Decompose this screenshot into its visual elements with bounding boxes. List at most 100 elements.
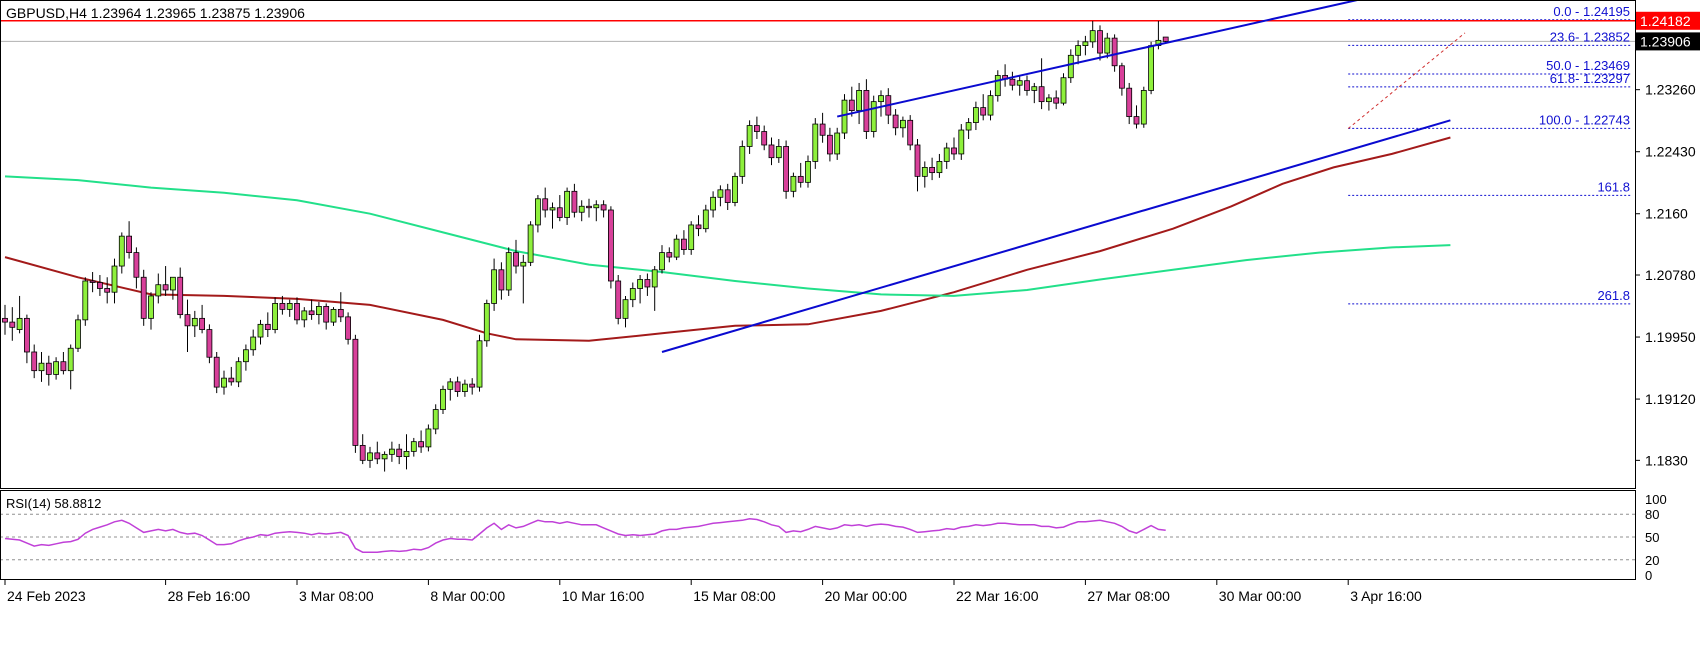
candle <box>1140 86 1147 128</box>
candle <box>936 153 943 178</box>
candle <box>330 307 337 326</box>
candle-body-bull <box>461 383 468 392</box>
candle-body-bear <box>556 207 563 218</box>
candle <box>410 437 417 457</box>
candle <box>1009 71 1016 91</box>
candle <box>374 441 381 465</box>
candle <box>53 357 59 380</box>
channel-trend-line <box>836 0 1362 118</box>
rsi-scale-label: 50 <box>1645 530 1659 545</box>
candle <box>622 295 629 328</box>
candle <box>761 125 768 151</box>
candle-body-bull <box>973 107 979 123</box>
rsi-scale-label: 0 <box>1645 568 1652 583</box>
candle <box>60 351 67 375</box>
candle <box>425 424 432 452</box>
rsi-scale-label: 80 <box>1645 507 1659 522</box>
time-tick-label: 30 Mar 00:00 <box>1219 588 1302 604</box>
candle-body-bear <box>469 383 476 388</box>
candle-body-bull <box>403 450 410 458</box>
price-tick-label: 1.1830 <box>1645 452 1688 468</box>
candle <box>929 157 935 181</box>
candle-body-bear <box>323 306 330 323</box>
candle <box>228 366 235 386</box>
candle <box>629 282 636 308</box>
candle-body-bull <box>651 269 658 288</box>
candle-body-bull <box>410 441 417 452</box>
candle <box>921 161 928 188</box>
candle <box>1082 35 1089 56</box>
candle-body-bull <box>790 175 797 192</box>
resistance-price-label: 1.24182 <box>1640 13 1691 29</box>
candle-body-bear <box>1119 65 1125 89</box>
candle-body-bull <box>272 303 279 330</box>
candle-body-bull <box>38 362 45 372</box>
candle-body-bear <box>45 362 52 375</box>
candle-body-bull <box>235 361 242 383</box>
candle <box>688 221 695 255</box>
candle <box>1046 94 1052 111</box>
candle-body-bear <box>104 288 111 293</box>
candle <box>257 319 264 345</box>
candle <box>527 221 534 267</box>
candle <box>768 137 775 166</box>
candle-body-bull <box>1140 90 1147 125</box>
candle <box>943 142 950 169</box>
candle-body-bull <box>381 453 388 460</box>
candle <box>732 172 738 207</box>
candle <box>973 101 979 131</box>
time-tick-label: 28 Feb 16:00 <box>168 588 251 604</box>
time-tick-label: 8 Mar 00:00 <box>430 588 505 604</box>
time-tick-label: 15 Mar 08:00 <box>693 588 776 604</box>
candle <box>666 247 673 263</box>
candle <box>907 115 914 151</box>
rsi-scale-label: 20 <box>1645 553 1659 568</box>
candle-body-bull <box>286 303 293 310</box>
candle-body-bull <box>717 189 724 198</box>
candle <box>834 127 841 160</box>
candle-body-bear <box>89 280 96 283</box>
candle <box>45 355 52 386</box>
candle-body-bear <box>1053 97 1060 104</box>
fib-level-label: 261.8 <box>1597 288 1630 303</box>
candle-body-bull <box>1016 80 1023 86</box>
candle <box>104 277 111 304</box>
candle <box>169 276 176 300</box>
candle-body-bear <box>97 282 103 289</box>
candle <box>476 334 483 392</box>
candle-body-bear <box>600 204 607 211</box>
candle <box>440 385 446 415</box>
candle-body-bull <box>491 269 498 304</box>
candle <box>702 204 709 233</box>
candle <box>177 267 184 319</box>
candle-body-bear <box>681 238 687 251</box>
candle-body-bull <box>242 349 249 363</box>
candle <box>206 324 213 364</box>
candle-body-bull <box>191 317 198 327</box>
candle-body-bull <box>250 336 257 351</box>
candle <box>337 292 344 323</box>
fib-level-label: 100.0 - 1.22743 <box>1539 112 1630 127</box>
candle <box>651 266 658 311</box>
candle <box>16 295 23 334</box>
candle <box>323 303 330 330</box>
candle-body-bull <box>447 381 454 390</box>
fib-level-label: 0.0 - 1.24195 <box>1553 4 1630 19</box>
candle-body-bear <box>644 279 651 288</box>
price-tick-label: 1.20780 <box>1645 267 1696 283</box>
candle <box>1111 34 1118 72</box>
candle-body-bull <box>739 146 746 177</box>
candle-body-bull <box>1104 37 1111 54</box>
candle-body-bull <box>118 235 125 267</box>
candle-body-bull <box>1148 45 1154 91</box>
candle-body-bear <box>695 224 702 230</box>
candle <box>242 344 249 371</box>
fib-level-label: 61.8- 1.23297 <box>1550 71 1630 86</box>
candle <box>82 277 89 326</box>
fib-level-label: 23.6- 1.23852 <box>1550 29 1630 44</box>
candle <box>1119 62 1125 96</box>
candle-body-bull <box>148 295 154 319</box>
candle <box>600 200 607 218</box>
candle <box>754 116 760 140</box>
candle <box>9 307 16 341</box>
